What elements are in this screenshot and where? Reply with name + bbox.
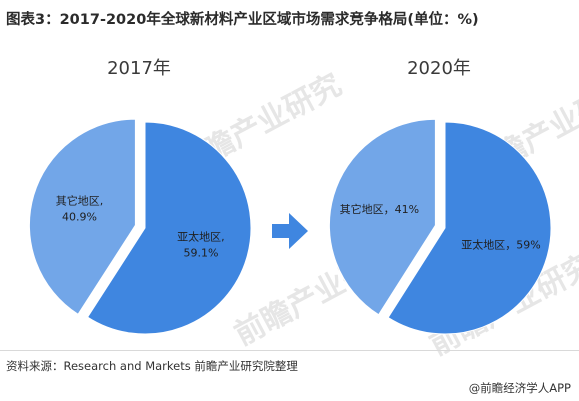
- arrow-icon: [272, 213, 308, 249]
- pie-slice: [387, 121, 552, 335]
- source-note: 资料来源：Research and Markets 前瞻产业研究院整理: [6, 359, 298, 373]
- brand-credit: @前瞻经济学人APP: [468, 381, 571, 395]
- slice-label: 其它地区,: [56, 194, 104, 208]
- slice-label: 亚太地区，59%: [461, 238, 540, 251]
- chart-title: 图表3：2017-2020年全球新材料产业区域市场需求竞争格局(单位：%): [6, 12, 479, 28]
- footer-divider: [0, 350, 579, 351]
- slice-label: 亚太地区,: [177, 230, 225, 243]
- slice-value-label: 59.1%: [183, 246, 218, 259]
- pie-title-2020: 2020年: [407, 58, 471, 79]
- pie-title-2017: 2017年: [107, 58, 171, 79]
- pie-slice: [28, 118, 136, 316]
- slice-label: 其它地区，41%: [340, 202, 419, 216]
- pie-slice: [328, 118, 436, 316]
- pie-slice: [86, 121, 252, 335]
- slice-value-label: 40.9%: [62, 211, 97, 224]
